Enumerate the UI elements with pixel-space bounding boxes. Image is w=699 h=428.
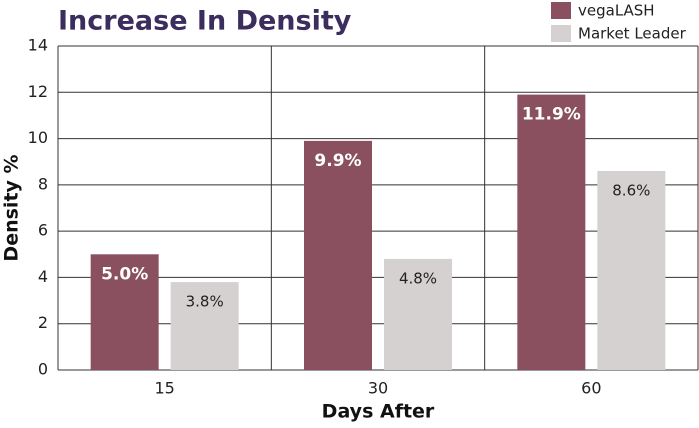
x-tick-label: 15	[154, 379, 174, 398]
value-label: 4.8%	[399, 269, 437, 287]
x-tick-label: 30	[368, 379, 388, 398]
y-tick-label: 2	[38, 313, 48, 332]
bar	[170, 282, 239, 370]
y-tick-label: 14	[28, 36, 48, 55]
legend-label: Market Leader	[578, 25, 687, 43]
value-label: 8.6%	[612, 181, 650, 199]
legend-swatch	[551, 2, 571, 19]
value-label: 3.8%	[186, 293, 224, 311]
value-label: 5.0%	[101, 264, 148, 284]
bar	[384, 258, 452, 370]
chart-title: Increase In Density	[58, 6, 352, 37]
bar	[90, 254, 159, 370]
legend-label: vegaLASH	[578, 2, 655, 20]
value-label: 11.9%	[522, 105, 581, 125]
y-tick-label: 12	[28, 82, 48, 101]
y-tick-label: 10	[28, 128, 48, 147]
value-label: 9.9%	[314, 151, 361, 171]
y-tick-label: 6	[38, 221, 48, 240]
y-tick-label: 0	[38, 360, 48, 379]
y-axis-label: Density %	[1, 154, 23, 261]
y-tick-label: 8	[38, 174, 48, 193]
x-tick-label: 60	[581, 379, 601, 398]
bar	[304, 140, 372, 370]
y-tick-label: 4	[38, 267, 48, 286]
bar	[597, 170, 666, 370]
legend-swatch	[551, 25, 571, 42]
x-axis-label: Days After	[322, 401, 435, 423]
bar	[517, 94, 586, 370]
